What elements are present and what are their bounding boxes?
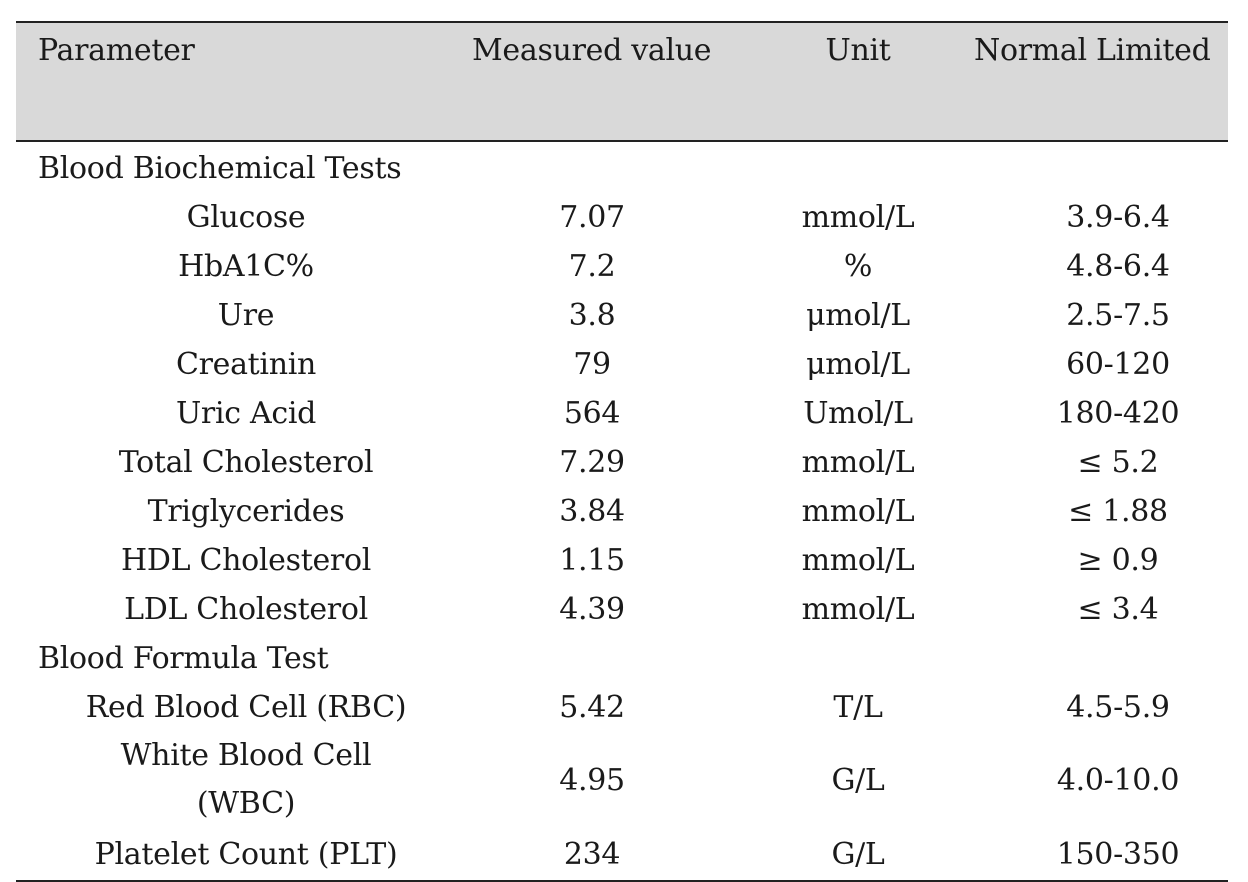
table-row: Ure 3.8 μmol/L 2.5-7.5 [16,291,1228,340]
parameter-cell: Red Blood Cell (RBC) [85,690,407,725]
section-row-biochemical: Blood Biochemical Tests [16,141,1228,193]
unit-cell: mmol/L [801,200,915,235]
limit-cell: 4.0-10.0 [1056,762,1180,798]
unit-cell: mmol/L [801,494,915,529]
limit-cell: 3.9-6.4 [1066,200,1170,235]
parameter-cell: Uric Acid [175,396,317,431]
unit-cell: mmol/L [801,592,915,627]
value-cell: 1.15 [559,543,625,578]
unit-cell: mmol/L [801,445,915,480]
limit-cell: 2.5-7.5 [1066,298,1170,333]
table-row: Creatinin 79 μmol/L 60-120 [16,340,1228,389]
unit-cell: G/L [831,762,885,798]
parameter-line-2: (WBC) [196,786,296,821]
table-body: Blood Biochemical Tests Glucose 7.07 mmo… [16,141,1228,881]
header-unit: Unit [825,33,891,68]
value-cell: 7.2 [568,249,616,284]
value-cell: 7.07 [559,200,625,235]
header-parameter: Parameter [38,33,195,68]
table-header: Parameter Measured value Unit Normal Lim… [16,22,1228,141]
table-row: Triglycerides 3.84 mmol/L ≤ 1.88 [16,487,1228,536]
unit-cell: Umol/L [803,396,913,431]
value-cell: 3.84 [559,494,625,529]
table-row: Platelet Count (PLT) 234 G/L 150-350 [16,828,1228,881]
parameter-cell: LDL Cholesterol [124,592,368,627]
limit-cell: ≥ 0.9 [1077,543,1159,578]
table-row: HDL Cholesterol 1.15 mmol/L ≥ 0.9 [16,536,1228,585]
table-row: Glucose 7.07 mmol/L 3.9-6.4 [16,193,1228,242]
limit-cell: 4.5-5.9 [1066,690,1170,725]
limit-cell: 180-420 [1056,396,1180,431]
parameter-cell: HbA1C% [178,249,314,284]
table-row: LDL Cholesterol 4.39 mmol/L ≤ 3.4 [16,585,1228,634]
unit-cell: μmol/L [806,298,910,333]
header-measured-value: Measured value [472,33,712,68]
lab-results-table-container: Parameter Measured value Unit Normal Lim… [16,21,1228,882]
section-title: Blood Biochemical Tests [38,151,402,186]
parameter-cell: Triglycerides [147,494,345,529]
table-row: Uric Acid 564 Umol/L 180-420 [16,389,1228,438]
parameter-cell: HDL Cholesterol [120,543,372,578]
parameter-cell: Creatinin [175,347,317,382]
value-cell: 234 [563,836,621,872]
unit-cell: G/L [831,836,885,872]
unit-cell: T/L [833,690,883,725]
unit-cell: mmol/L [801,543,915,578]
unit-cell: % [843,249,873,284]
limit-cell: 150-350 [1056,836,1180,872]
value-cell: 4.95 [559,762,625,798]
parameter-cell: White Blood Cell (WBC) [16,732,466,828]
table-row: HbA1C% 7.2 % 4.8-6.4 [16,242,1228,291]
unit-cell: μmol/L [806,347,910,382]
header-row: Parameter Measured value Unit Normal Lim… [16,22,1228,141]
limit-cell: 60-120 [1066,347,1170,382]
header-normal-limited: Normal Limited [974,33,1211,68]
section-row-blood-formula: Blood Formula Test [16,634,1228,683]
parameter-line-1: White Blood Cell [120,738,372,773]
limit-cell: ≤ 1.88 [1068,494,1168,529]
parameter-cell: Platelet Count (PLT) [94,836,398,872]
table-row: Total Cholesterol 7.29 mmol/L ≤ 5.2 [16,438,1228,487]
parameter-cell: Glucose [186,200,306,235]
value-cell: 79 [573,347,611,382]
parameter-cell: Ure [217,298,275,333]
value-cell: 3.8 [568,298,616,333]
section-title: Blood Formula Test [38,641,329,676]
lab-results-table: Parameter Measured value Unit Normal Lim… [16,21,1228,882]
parameter-cell: Total Cholesterol [118,445,374,480]
value-cell: 7.29 [559,445,625,480]
table-row: Red Blood Cell (RBC) 5.42 T/L 4.5-5.9 [16,683,1228,732]
limit-cell: 4.8-6.4 [1066,249,1170,284]
value-cell: 564 [563,396,621,431]
limit-cell: ≤ 3.4 [1077,592,1159,627]
limit-cell: ≤ 5.2 [1077,445,1159,480]
value-cell: 4.39 [559,592,625,627]
value-cell: 5.42 [559,690,625,725]
table-row: White Blood Cell (WBC) 4.95 G/L 4.0-10.0 [16,732,1228,828]
